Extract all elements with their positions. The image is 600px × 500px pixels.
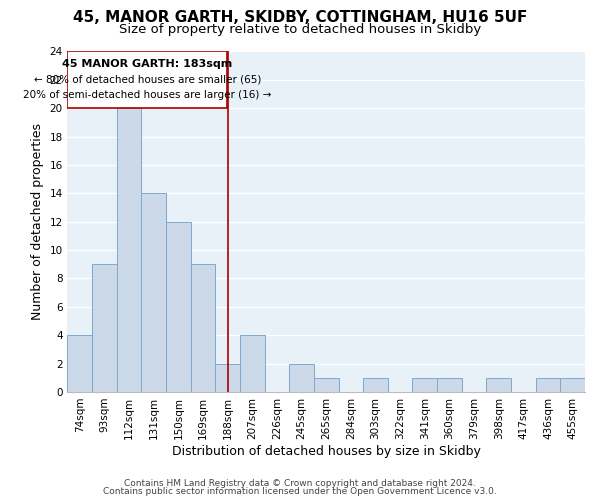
Bar xyxy=(92,264,117,392)
Text: 45, MANOR GARTH, SKIDBY, COTTINGHAM, HU16 5UF: 45, MANOR GARTH, SKIDBY, COTTINGHAM, HU1… xyxy=(73,10,527,25)
Bar xyxy=(289,364,314,392)
Bar xyxy=(437,378,462,392)
Bar xyxy=(166,222,191,392)
Text: Contains HM Land Registry data © Crown copyright and database right 2024.: Contains HM Land Registry data © Crown c… xyxy=(124,478,476,488)
Bar xyxy=(240,335,265,392)
X-axis label: Distribution of detached houses by size in Skidby: Distribution of detached houses by size … xyxy=(172,444,481,458)
Y-axis label: Number of detached properties: Number of detached properties xyxy=(31,123,44,320)
Bar xyxy=(215,364,240,392)
Text: ← 80% of detached houses are smaller (65): ← 80% of detached houses are smaller (65… xyxy=(34,75,261,85)
Bar xyxy=(536,378,560,392)
Bar xyxy=(117,108,142,392)
Text: Contains public sector information licensed under the Open Government Licence v3: Contains public sector information licen… xyxy=(103,487,497,496)
Bar xyxy=(363,378,388,392)
Bar xyxy=(412,378,437,392)
Bar xyxy=(142,194,166,392)
Bar xyxy=(560,378,585,392)
Text: Size of property relative to detached houses in Skidby: Size of property relative to detached ho… xyxy=(119,22,481,36)
Bar xyxy=(67,52,227,108)
Text: 45 MANOR GARTH: 183sqm: 45 MANOR GARTH: 183sqm xyxy=(62,60,232,70)
Bar xyxy=(487,378,511,392)
Bar xyxy=(314,378,338,392)
Bar xyxy=(67,335,92,392)
Bar xyxy=(191,264,215,392)
Text: 20% of semi-detached houses are larger (16) →: 20% of semi-detached houses are larger (… xyxy=(23,90,271,101)
